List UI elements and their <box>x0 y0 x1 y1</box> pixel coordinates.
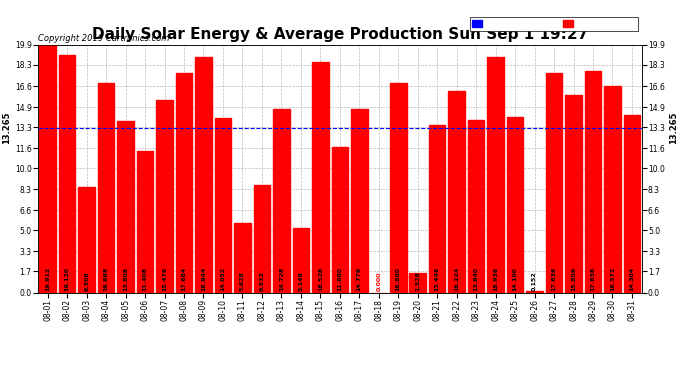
Text: Copyright 2019 Cartronics.com: Copyright 2019 Cartronics.com <box>38 33 169 42</box>
Text: 13.265: 13.265 <box>669 111 678 144</box>
Bar <box>59 55 75 292</box>
Bar <box>254 185 270 292</box>
Text: 17.684: 17.684 <box>181 267 186 291</box>
Text: 14.304: 14.304 <box>629 267 635 291</box>
Bar <box>215 118 231 292</box>
Text: 5.148: 5.148 <box>298 272 304 291</box>
Text: 13.840: 13.840 <box>473 267 479 291</box>
Text: 11.408: 11.408 <box>143 267 148 291</box>
Text: 8.508: 8.508 <box>84 272 89 291</box>
Text: 17.636: 17.636 <box>551 267 557 291</box>
Legend: Average  (kWh), Daily  (kWh): Average (kWh), Daily (kWh) <box>470 17 638 31</box>
Bar <box>273 110 290 292</box>
Bar <box>604 86 621 292</box>
Bar <box>624 115 640 292</box>
Text: 1.528: 1.528 <box>415 272 420 291</box>
Bar <box>468 120 484 292</box>
Text: 16.880: 16.880 <box>396 267 401 291</box>
Bar <box>332 147 348 292</box>
Bar <box>234 222 250 292</box>
Bar <box>39 45 56 292</box>
Text: 14.728: 14.728 <box>279 267 284 291</box>
Text: 19.120: 19.120 <box>65 267 70 291</box>
Text: 16.224: 16.224 <box>454 267 459 291</box>
Text: 17.836: 17.836 <box>591 267 595 291</box>
Text: 16.868: 16.868 <box>104 267 108 291</box>
Bar <box>526 291 543 292</box>
Bar <box>293 228 309 292</box>
Text: 14.776: 14.776 <box>357 267 362 291</box>
Text: 16.572: 16.572 <box>610 267 615 291</box>
Text: 13.808: 13.808 <box>123 267 128 291</box>
Text: 5.628: 5.628 <box>240 272 245 291</box>
Text: 8.632: 8.632 <box>259 272 264 291</box>
Bar <box>409 273 426 292</box>
Title: Daily Solar Energy & Average Production Sun Sep 1 19:27: Daily Solar Energy & Average Production … <box>92 27 588 42</box>
Bar <box>390 82 406 292</box>
Bar <box>156 100 172 292</box>
Text: 18.944: 18.944 <box>201 267 206 291</box>
Text: 18.528: 18.528 <box>318 267 323 291</box>
Bar <box>137 151 153 292</box>
Text: 18.936: 18.936 <box>493 267 498 291</box>
Bar <box>429 125 446 292</box>
Bar <box>584 70 601 292</box>
Bar <box>117 121 134 292</box>
Text: 0.000: 0.000 <box>376 272 382 291</box>
Bar <box>195 57 212 292</box>
Bar <box>507 117 524 292</box>
Text: 15.856: 15.856 <box>571 267 576 291</box>
Bar <box>448 91 465 292</box>
Bar <box>176 72 193 292</box>
Bar <box>546 73 562 292</box>
Bar <box>79 187 95 292</box>
Text: 13.448: 13.448 <box>435 267 440 291</box>
Text: 19.912: 19.912 <box>45 267 50 291</box>
Bar <box>487 57 504 292</box>
Text: 14.052: 14.052 <box>221 267 226 291</box>
Text: 15.476: 15.476 <box>162 267 167 291</box>
Text: 0.152: 0.152 <box>532 272 537 291</box>
Bar <box>98 83 115 292</box>
Text: 14.100: 14.100 <box>513 267 518 291</box>
Text: 11.680: 11.680 <box>337 267 342 291</box>
Text: 13.265: 13.265 <box>2 111 11 144</box>
Bar <box>565 95 582 292</box>
Bar <box>312 62 328 292</box>
Bar <box>351 109 368 292</box>
